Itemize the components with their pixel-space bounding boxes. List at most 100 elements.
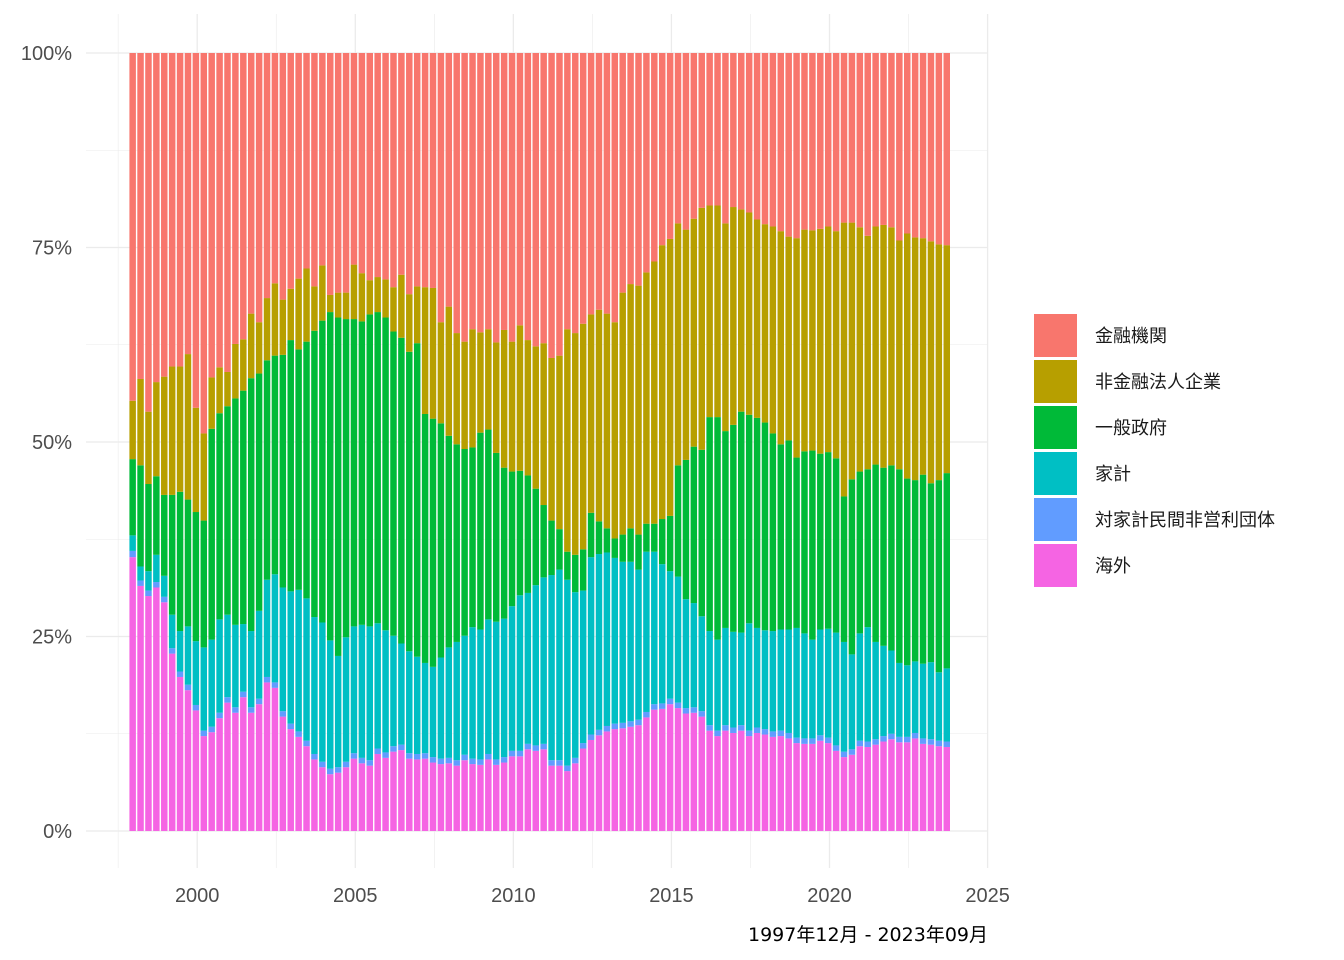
bar-segment bbox=[200, 730, 208, 737]
bar-segment bbox=[390, 331, 397, 636]
bar-segment bbox=[232, 624, 239, 708]
bar-segment bbox=[200, 736, 208, 831]
bar-segment bbox=[840, 496, 848, 642]
bar-segment bbox=[437, 53, 445, 323]
bar-segment bbox=[753, 732, 761, 831]
bar-segment bbox=[777, 53, 785, 232]
bar-segment bbox=[880, 53, 887, 225]
bar-segment bbox=[666, 238, 674, 516]
bar-segment bbox=[611, 723, 619, 730]
bar-segment bbox=[406, 294, 413, 352]
bar-segment bbox=[240, 624, 247, 692]
bar-segment bbox=[469, 627, 476, 759]
bar-segment bbox=[611, 322, 619, 539]
bar-segment bbox=[176, 631, 184, 672]
bar-segment bbox=[413, 753, 421, 760]
bar-segment bbox=[698, 207, 705, 450]
bar-segment bbox=[572, 592, 579, 758]
bar-segment bbox=[832, 53, 840, 232]
bar-segment bbox=[745, 414, 753, 624]
bar-segment bbox=[587, 314, 595, 513]
bar-segment bbox=[485, 53, 492, 330]
bar-segment bbox=[769, 736, 777, 831]
bar-segment bbox=[714, 639, 721, 731]
bar-segment bbox=[540, 749, 547, 831]
bar-segment bbox=[413, 656, 421, 754]
bar-segment bbox=[200, 53, 208, 434]
bar-segment bbox=[398, 744, 405, 751]
bar-segment bbox=[919, 53, 927, 239]
bar-segment bbox=[295, 278, 302, 350]
bar-segment bbox=[824, 53, 832, 227]
bar-segment bbox=[176, 53, 184, 367]
bar-segment bbox=[564, 329, 571, 552]
bar-segment bbox=[184, 690, 192, 831]
legend-swatch bbox=[1034, 405, 1077, 449]
bar-segment bbox=[216, 718, 223, 831]
bar-segment bbox=[382, 757, 389, 831]
bar-segment bbox=[208, 428, 215, 640]
bar-segment bbox=[872, 744, 879, 831]
bar-segment bbox=[817, 453, 824, 630]
bar-segment bbox=[192, 53, 200, 408]
bar-segment bbox=[287, 340, 294, 592]
bar-segment bbox=[643, 551, 650, 712]
bar-segment bbox=[777, 730, 785, 737]
x-tick-label: 2010 bbox=[491, 885, 536, 907]
bar-segment bbox=[271, 574, 279, 683]
bar-segment bbox=[516, 756, 524, 831]
bar-segment bbox=[137, 465, 144, 567]
bar-segment bbox=[437, 423, 445, 658]
legend-item: 海外 bbox=[1034, 542, 1275, 588]
bar-segment bbox=[366, 626, 374, 761]
bar-segment bbox=[469, 447, 476, 628]
bar-segment bbox=[785, 236, 792, 441]
bar-segment bbox=[437, 764, 445, 831]
bar-segment bbox=[564, 551, 571, 580]
bar-segment bbox=[817, 228, 824, 454]
bar-segment bbox=[627, 561, 634, 722]
bar-segment bbox=[919, 663, 927, 739]
bar-segment bbox=[192, 641, 200, 705]
x-tick-label: 2025 bbox=[965, 885, 1010, 907]
bar-segment bbox=[477, 759, 484, 765]
bar-segment bbox=[611, 557, 619, 724]
bar-segment bbox=[587, 512, 595, 558]
x-tick-label: 2005 bbox=[333, 885, 378, 907]
bar-segment bbox=[556, 53, 563, 356]
bar-segment bbox=[682, 599, 690, 709]
bar-segment bbox=[327, 53, 334, 295]
bar-segment bbox=[200, 520, 208, 648]
bar-segment bbox=[524, 340, 532, 476]
bar-segment bbox=[429, 53, 437, 288]
bar-segment bbox=[943, 473, 950, 669]
bar-segment bbox=[809, 450, 816, 640]
bar-segment bbox=[587, 734, 595, 740]
bar-segment bbox=[287, 729, 294, 831]
bar-segment bbox=[888, 227, 895, 466]
bar-segment bbox=[690, 53, 698, 219]
bar-segment bbox=[730, 53, 737, 208]
bar-segment bbox=[658, 564, 666, 704]
bar-segment bbox=[429, 418, 437, 667]
bar-segment bbox=[730, 207, 737, 425]
bar-segment bbox=[421, 758, 429, 831]
bar-segment bbox=[919, 743, 927, 831]
bar-segment bbox=[224, 614, 231, 698]
bar-segment bbox=[287, 288, 294, 341]
bar-segment bbox=[319, 761, 326, 768]
legend-label: 海外 bbox=[1095, 556, 1131, 577]
bar-segment bbox=[856, 53, 864, 228]
bar-segment bbox=[627, 528, 634, 562]
bar-segment bbox=[714, 205, 721, 418]
bar-segment bbox=[445, 435, 453, 648]
bar-segment bbox=[358, 763, 366, 831]
bar-segment bbox=[492, 53, 500, 343]
bar-segment bbox=[690, 712, 698, 831]
bar-segment bbox=[761, 422, 769, 631]
bar-segment bbox=[398, 53, 405, 275]
bar-segment bbox=[856, 471, 864, 634]
bar-segment bbox=[935, 672, 943, 741]
bar-segment bbox=[263, 298, 271, 361]
bar-segment bbox=[429, 762, 437, 831]
